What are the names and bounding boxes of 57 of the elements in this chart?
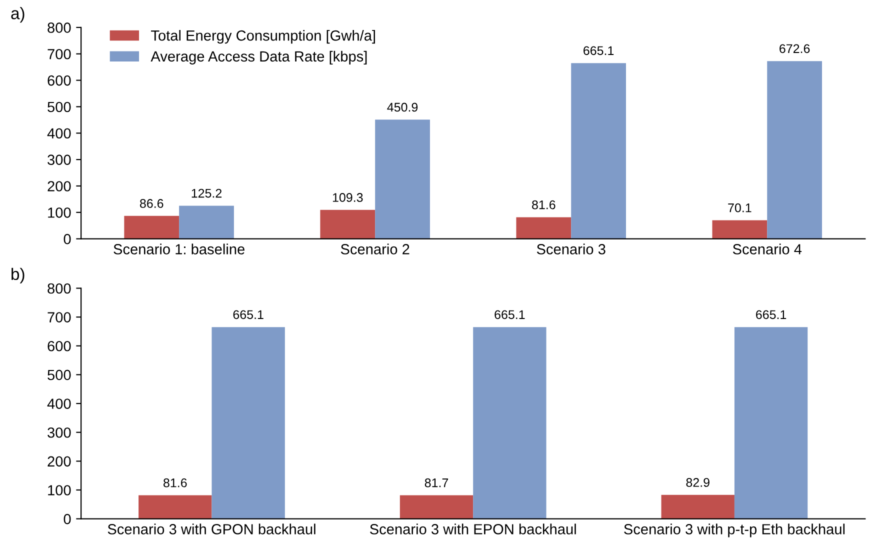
data-label: 81.6 — [164, 478, 187, 488]
y-tick-label: 500 — [48, 370, 71, 380]
data-label: 665.1 — [494, 310, 525, 320]
bar — [661, 494, 734, 519]
x-tick-label: Scenario 4 — [732, 244, 802, 254]
bar — [179, 206, 234, 239]
data-label: 86.6 — [140, 199, 164, 208]
data-label: 125.2 — [192, 188, 222, 198]
y-tick-label: 700 — [48, 312, 71, 322]
y-tick-label: 200 — [48, 181, 71, 192]
data-label: 81.7 — [424, 478, 448, 488]
chart-title: b) — [12, 268, 24, 284]
y-tick-label: 0 — [64, 514, 71, 524]
bar — [212, 327, 285, 519]
data-label: 450.9 — [387, 102, 418, 112]
y-tick-label: 300 — [48, 427, 71, 438]
y-tick-label: 300 — [48, 154, 71, 165]
data-label: 672.6 — [780, 44, 810, 54]
bar — [712, 220, 768, 239]
y-tick-label: 0 — [64, 234, 71, 244]
bar — [473, 327, 546, 519]
data-label: 665.1 — [584, 46, 614, 56]
bar — [138, 495, 212, 519]
bar — [767, 61, 822, 239]
y-tick-label: 400 — [47, 398, 71, 409]
x-tick-label: Scenario 1: baseline — [114, 244, 244, 254]
y-tick-label: 800 — [48, 283, 71, 294]
y-tick-label: 100 — [48, 485, 71, 496]
y-tick-label: 600 — [48, 340, 71, 352]
x-tick-label: Scenario 3 with p-t-p Eth backhaul — [624, 524, 845, 538]
bar — [400, 495, 474, 519]
bar — [320, 210, 376, 239]
bar — [734, 327, 808, 519]
x-tick-label: Scenario 3 with EPON backhaul — [370, 524, 576, 534]
bar — [516, 217, 572, 239]
y-tick-label: 600 — [48, 75, 71, 86]
data-label: 82.9 — [686, 478, 710, 487]
y-tick-label: 700 — [48, 48, 71, 60]
x-tick-label: Scenario 3 with GPON backhaul — [108, 524, 316, 534]
bar — [571, 63, 626, 239]
y-tick-label: 500 — [48, 102, 71, 112]
y-tick-label: 400 — [47, 128, 71, 139]
bar — [124, 216, 180, 239]
data-label: 70.1 — [728, 203, 752, 212]
y-tick-label: 800 — [48, 22, 71, 33]
x-tick-label: Scenario 2 — [340, 244, 410, 254]
chart-title: a) — [11, 7, 24, 23]
legend-label: Average Access Data Rate [kbps] — [150, 50, 367, 64]
x-tick-label: Scenario 3 — [536, 244, 606, 254]
data-label: 109.3 — [332, 193, 363, 202]
y-tick-label: 200 — [48, 456, 71, 467]
data-label: 665.1 — [756, 310, 786, 320]
data-label: 665.1 — [233, 310, 264, 320]
y-tick-label: 100 — [48, 207, 71, 218]
legend-label: Total Energy Consumption [Gwh/a] — [151, 30, 375, 44]
data-label: 81.6 — [532, 200, 556, 210]
bar — [375, 120, 430, 239]
